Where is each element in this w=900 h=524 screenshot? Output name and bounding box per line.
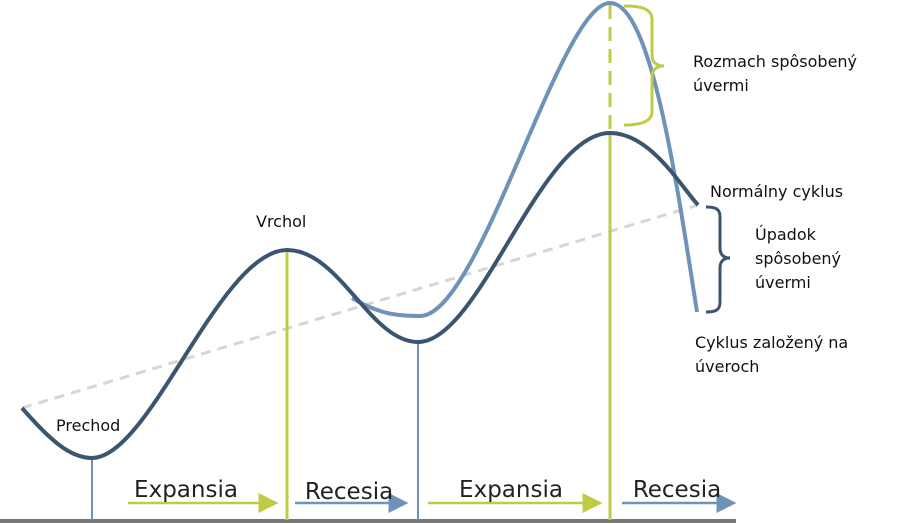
trough-label: Prechod xyxy=(56,416,120,435)
bust-label: úvermi xyxy=(755,273,811,292)
credit-cycle-label: úveroch xyxy=(695,357,759,376)
trend-line xyxy=(21,203,699,410)
normal-curve xyxy=(20,130,700,461)
credit-cycle-label: Cyklus založený na xyxy=(695,333,848,352)
normal-cycle-label: Normálny cyklus xyxy=(710,182,843,201)
phase-label: Expansia xyxy=(134,477,238,503)
boom-label: úvermi xyxy=(693,76,749,95)
bust-label: Úpadok xyxy=(755,225,817,244)
bust-label: spôsobený xyxy=(755,249,841,268)
bust-brace xyxy=(705,205,731,314)
phase-label: Expansia xyxy=(459,477,563,503)
phase-label: Recesia xyxy=(633,477,721,503)
boom-brace xyxy=(623,4,665,127)
peak-label: Vrchol xyxy=(256,212,306,231)
boom-label: Rozmach spôsobený xyxy=(693,52,857,71)
credit-curve xyxy=(350,0,699,319)
phase-label: Recesia xyxy=(305,479,393,505)
